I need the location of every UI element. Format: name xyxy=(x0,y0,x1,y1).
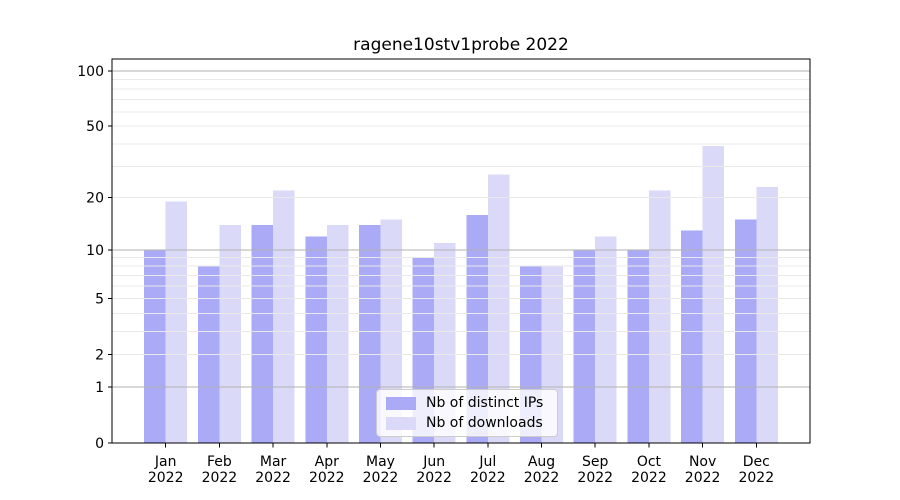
x-tick-label-mar: Mar 2022 xyxy=(255,454,291,486)
bar-downloads-sep xyxy=(595,236,617,443)
bar-downloads-mar xyxy=(273,190,295,443)
bar-downloads-oct xyxy=(648,190,671,443)
y-tick-label-20: 20 xyxy=(86,191,104,207)
x-tick-label-oct: Oct 2022 xyxy=(631,454,667,486)
bar-downloads-jul xyxy=(487,174,510,443)
bar-distinct-ips-jan xyxy=(144,249,166,443)
y-tick-label-1: 1 xyxy=(95,380,104,396)
legend-swatch-downloads xyxy=(386,416,416,430)
x-tick-label-aug: Aug 2022 xyxy=(524,454,560,486)
y-tick-label-5: 5 xyxy=(95,292,104,308)
bar-downloads-nov xyxy=(702,145,725,443)
x-tick-label-dec: Dec 2022 xyxy=(738,454,774,486)
x-tick-label-may: May 2022 xyxy=(363,454,399,486)
y-tick-label-50: 50 xyxy=(86,119,104,135)
legend-label-downloads: Nb of downloads xyxy=(426,414,543,431)
legend-swatch-distinct-ips xyxy=(386,396,416,410)
legend-entry-distinct-ips: Nb of distinct IPs xyxy=(386,394,557,411)
x-tick-label-jul: Jul 2022 xyxy=(470,454,506,486)
bar-downloads-jan xyxy=(165,201,188,443)
bar-distinct-ips-sep xyxy=(573,249,596,443)
legend-entry-downloads: Nb of downloads xyxy=(386,414,557,431)
bar-downloads-apr xyxy=(326,224,349,443)
bar-distinct-ips-oct xyxy=(627,249,649,443)
legend: Nb of distinct IPs Nb of downloads xyxy=(376,389,558,437)
y-tick-label-10: 10 xyxy=(86,243,104,259)
bar-downloads-dec xyxy=(756,186,778,443)
y-tick-label-100: 100 xyxy=(77,64,104,80)
x-tick-label-apr: Apr 2022 xyxy=(309,454,345,486)
chart-title: ragene10stv1probe 2022 xyxy=(353,35,569,55)
legend-label-distinct-ips: Nb of distinct IPs xyxy=(426,394,544,411)
plot-border xyxy=(111,58,811,444)
bar-distinct-ips-may xyxy=(358,224,381,443)
x-tick-label-jun: Jun 2022 xyxy=(416,454,452,486)
y-tick-label-2: 2 xyxy=(95,347,104,363)
bar-distinct-ips-nov xyxy=(681,230,703,443)
x-tick-label-nov: Nov 2022 xyxy=(685,454,721,486)
bar-downloads-feb xyxy=(219,224,241,443)
x-tick-label-jan: Jan 2022 xyxy=(148,454,184,486)
bar-distinct-ips-jul xyxy=(466,214,488,443)
x-tick-label-feb: Feb 2022 xyxy=(202,454,238,486)
bar-distinct-ips-apr xyxy=(305,236,327,443)
x-tick-label-sep: Sep 2022 xyxy=(577,454,613,486)
bar-distinct-ips-mar xyxy=(251,224,274,443)
y-tick-label-0: 0 xyxy=(95,436,104,452)
